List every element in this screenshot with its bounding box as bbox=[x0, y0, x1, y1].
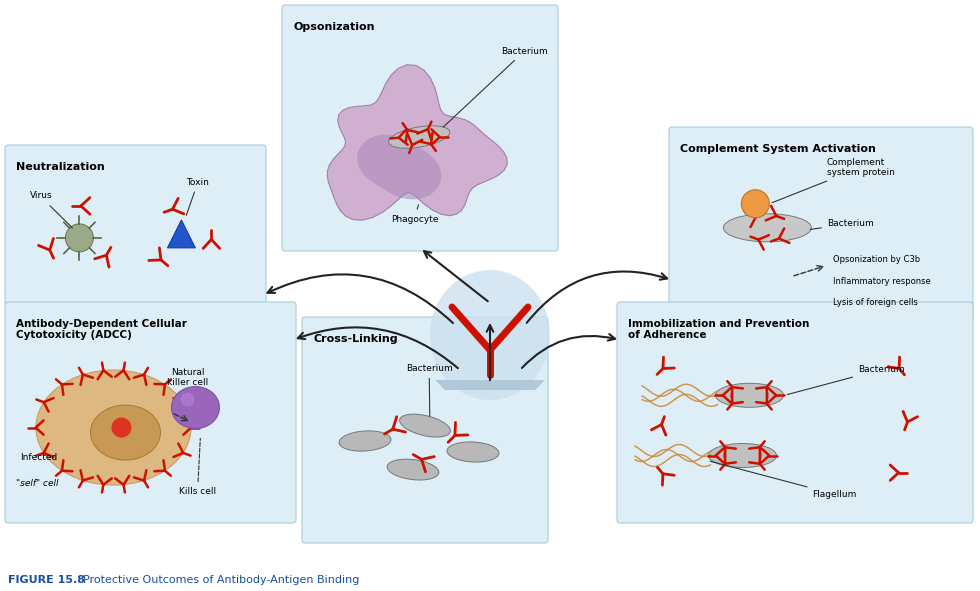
Ellipse shape bbox=[400, 414, 451, 437]
Text: "self" cell: "self" cell bbox=[16, 479, 59, 488]
FancyBboxPatch shape bbox=[282, 5, 558, 251]
Ellipse shape bbox=[709, 443, 776, 467]
Text: killer cell: killer cell bbox=[167, 378, 208, 387]
Ellipse shape bbox=[430, 270, 550, 400]
FancyBboxPatch shape bbox=[5, 302, 296, 523]
Text: Kills cell: Kills cell bbox=[179, 439, 217, 496]
Text: Toxin: Toxin bbox=[186, 178, 210, 215]
Ellipse shape bbox=[387, 459, 439, 480]
Text: Complement System Activation: Complement System Activation bbox=[680, 144, 876, 154]
Text: Cross-Linking: Cross-Linking bbox=[313, 334, 398, 344]
Text: Flagellum: Flagellum bbox=[710, 461, 857, 499]
Ellipse shape bbox=[715, 384, 783, 407]
FancyBboxPatch shape bbox=[302, 317, 548, 543]
Text: Immobilization and Prevention: Immobilization and Prevention bbox=[628, 319, 809, 329]
Text: Lysis of foreign cells: Lysis of foreign cells bbox=[833, 298, 918, 307]
Text: Infected: Infected bbox=[20, 453, 57, 462]
FancyBboxPatch shape bbox=[5, 145, 266, 306]
Text: Opsonization: Opsonization bbox=[293, 22, 374, 32]
Text: Complement
system protein: Complement system protein bbox=[772, 158, 895, 203]
Circle shape bbox=[66, 224, 93, 252]
Text: Bacterium: Bacterium bbox=[406, 364, 453, 416]
Text: Bacterium: Bacterium bbox=[787, 365, 905, 395]
FancyBboxPatch shape bbox=[669, 127, 973, 321]
Text: Neutralization: Neutralization bbox=[16, 162, 105, 172]
Text: Virus: Virus bbox=[30, 191, 53, 200]
Text: Antibody-Dependent Cellular: Antibody-Dependent Cellular bbox=[16, 319, 187, 329]
Text: Cytotoxicity (ADCC): Cytotoxicity (ADCC) bbox=[16, 330, 132, 340]
Ellipse shape bbox=[36, 370, 191, 485]
Polygon shape bbox=[168, 220, 195, 248]
Text: Opsonization by C3b: Opsonization by C3b bbox=[833, 255, 920, 264]
Ellipse shape bbox=[389, 126, 450, 148]
Ellipse shape bbox=[90, 405, 161, 460]
Ellipse shape bbox=[339, 431, 391, 451]
Circle shape bbox=[180, 392, 194, 407]
Text: of Adherence: of Adherence bbox=[628, 330, 707, 340]
Text: Bacterium: Bacterium bbox=[443, 47, 548, 127]
Polygon shape bbox=[435, 380, 545, 390]
Circle shape bbox=[741, 190, 769, 217]
Text: Bacterium: Bacterium bbox=[810, 219, 874, 229]
Text: Natural: Natural bbox=[171, 368, 204, 376]
Ellipse shape bbox=[172, 387, 220, 428]
Text: Phagocyte: Phagocyte bbox=[391, 204, 438, 224]
Polygon shape bbox=[327, 65, 508, 220]
Ellipse shape bbox=[447, 442, 499, 462]
Text: FIGURE 15.8: FIGURE 15.8 bbox=[8, 575, 85, 585]
Text: Protective Outcomes of Antibody-Antigen Binding: Protective Outcomes of Antibody-Antigen … bbox=[76, 575, 360, 585]
Circle shape bbox=[112, 418, 131, 437]
FancyBboxPatch shape bbox=[617, 302, 973, 523]
Text: Inflammatory response: Inflammatory response bbox=[833, 277, 931, 286]
Ellipse shape bbox=[723, 214, 811, 242]
Polygon shape bbox=[357, 135, 441, 199]
